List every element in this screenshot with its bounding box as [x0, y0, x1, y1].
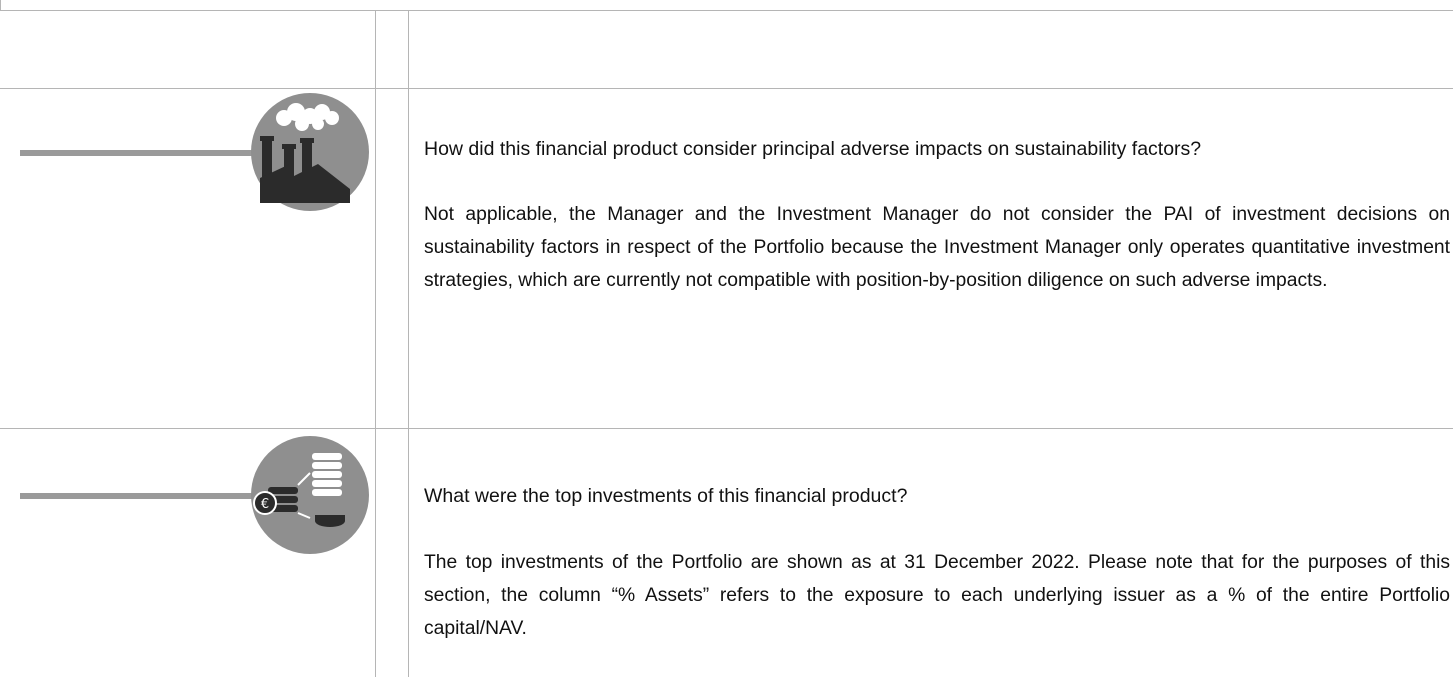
section-heading: What were the top investments of this fi…: [424, 485, 908, 507]
section-body: Not applicable, the Manager and the Inve…: [424, 204, 1450, 291]
row-line: [0, 428, 1453, 429]
column-line: [375, 10, 376, 677]
column-line: [408, 10, 409, 677]
svg-text:€: €: [261, 497, 269, 512]
coins-icon: €: [20, 436, 369, 554]
row-line: [0, 88, 1453, 89]
section-body: The top investments of the Portfolio are…: [424, 552, 1450, 639]
factory-icon: [20, 93, 369, 211]
border: [0, 0, 1, 10]
section-heading: How did this financial product consider …: [424, 138, 1202, 160]
row-line: [0, 10, 1453, 11]
